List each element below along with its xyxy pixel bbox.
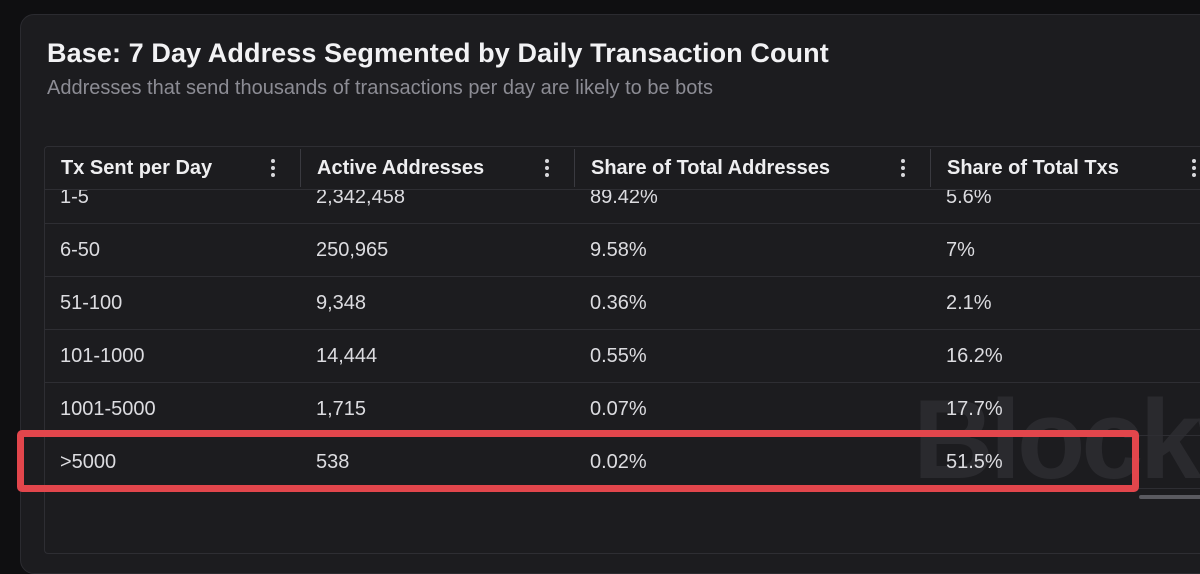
cell-share-txs: 5.6% (946, 185, 992, 208)
cell-tx-sent: >5000 (60, 450, 117, 473)
table-row: 51-100 9,348 0.36% 2.1% (45, 277, 1200, 330)
table-header: Tx Sent per Day Active Addresses Share o… (45, 147, 1200, 190)
table-row: 6-50 250,965 9.58% 7% (45, 224, 1200, 277)
cell-share-addresses: 0.55% (590, 344, 647, 367)
cell-share-addresses: 89.42% (590, 185, 658, 208)
cell-share-addresses: 0.07% (590, 397, 647, 420)
cell-active-addresses: 538 (316, 450, 350, 473)
panel-title: Base: 7 Day Address Segmented by Daily T… (47, 38, 829, 68)
column-menu-icon[interactable] (897, 157, 909, 179)
column-header-active-addresses[interactable]: Active Addresses (301, 147, 575, 189)
cell-tx-sent: 101-1000 (60, 344, 145, 367)
column-menu-icon[interactable] (1188, 157, 1200, 179)
column-menu-icon[interactable] (267, 157, 279, 179)
data-table: Blockw Tx Sent per Day Active Addresses … (44, 146, 1200, 554)
column-header-label: Share of Total Addresses (591, 156, 830, 179)
table-row-highlighted: >5000 538 0.02% 51.5% (45, 436, 1200, 489)
table-row: 1-5 2,342,458 89.42% 5.6% (45, 171, 1200, 224)
cell-share-txs: 51.5% (946, 450, 1003, 473)
cell-share-addresses: 9.58% (590, 238, 647, 261)
column-header-label: Tx Sent per Day (61, 156, 213, 179)
cell-active-addresses: 2,342,458 (316, 185, 405, 208)
column-header-label: Share of Total Txs (947, 156, 1119, 179)
column-header-share-addresses[interactable]: Share of Total Addresses (575, 147, 931, 189)
column-header-tx-sent[interactable]: Tx Sent per Day (45, 147, 301, 189)
cell-share-txs: 16.2% (946, 344, 1003, 367)
panel-subtitle: Addresses that send thousands of transac… (47, 77, 713, 99)
column-header-share-txs[interactable]: Share of Total Txs (931, 147, 1200, 189)
cell-active-addresses: 9,348 (316, 291, 367, 314)
cell-active-addresses: 14,444 (316, 344, 378, 367)
cell-tx-sent: 1001-5000 (60, 397, 156, 420)
chart-panel (20, 14, 1200, 574)
cell-share-txs: 17.7% (946, 397, 1003, 420)
cell-tx-sent: 51-100 (60, 291, 123, 314)
column-header-label: Active Addresses (317, 156, 485, 179)
horizontal-scrollbar[interactable] (1139, 495, 1200, 499)
table-row: 101-1000 14,444 0.55% 16.2% (45, 330, 1200, 383)
cell-share-addresses: 0.36% (590, 291, 647, 314)
table-row: 1001-5000 1,715 0.07% 17.7% (45, 383, 1200, 436)
cell-active-addresses: 250,965 (316, 238, 389, 261)
cell-tx-sent: 1-5 (60, 185, 89, 208)
cell-active-addresses: 1,715 (316, 397, 367, 420)
column-menu-icon[interactable] (541, 157, 553, 179)
cell-share-txs: 2.1% (946, 291, 992, 314)
cell-tx-sent: 6-50 (60, 238, 101, 261)
cell-share-addresses: 0.02% (590, 450, 647, 473)
cell-share-txs: 7% (946, 238, 975, 261)
